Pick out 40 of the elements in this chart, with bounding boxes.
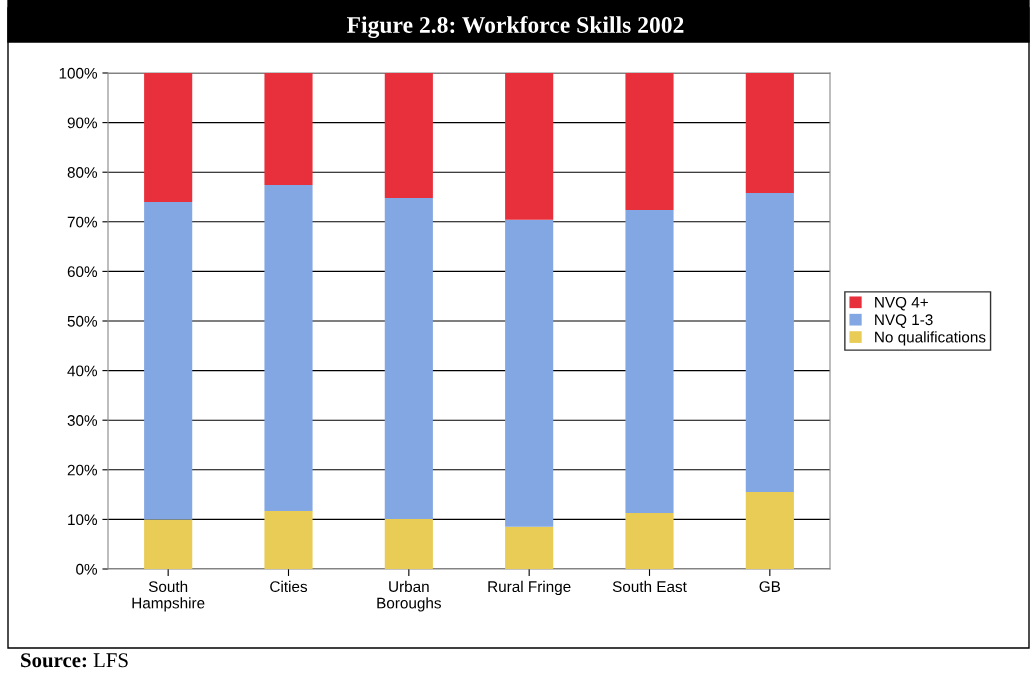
bar [264,185,313,511]
bar [505,219,554,527]
bar [625,209,674,513]
y-tick-label: 100% [59,67,98,79]
chart-title: Figure 2.8: Workforce Skills 2002 [346,16,684,38]
bar [144,201,193,520]
y-tick-label: 70% [67,216,98,228]
bar [625,512,674,569]
y-tick-label: 50% [67,315,98,327]
y-tick-label: 20% [67,464,98,476]
bar [505,73,554,220]
x-tick-label: South Hampshire [132,580,205,612]
bar [384,518,433,569]
legend-label: NVQ 1-3 [875,314,933,328]
legend-label: NVQ 4+ [875,296,928,311]
bar [264,510,313,569]
bar [625,73,674,210]
x-tick-label: Urban Boroughs [377,580,441,612]
y-tick-label: 40% [67,365,98,377]
bar [505,526,554,569]
bar [144,519,193,569]
y-tick-label: 10% [68,514,98,526]
bar [384,73,433,198]
y-tick-label: 0% [76,563,98,575]
y-tick-label: 30% [67,415,98,426]
y-tick-label: 80% [67,167,98,178]
bar [745,193,794,493]
x-tick-label: Rural Fringe [488,580,571,596]
bar [144,73,193,202]
source-note: Source: LFS [21,653,128,668]
y-tick-label: 60% [67,266,98,278]
legend-label: No qualifications [875,331,986,346]
y-tick-label: 90% [67,117,98,129]
x-tick-label: Cities [270,580,308,593]
bar [264,73,313,186]
bar [384,197,433,519]
x-tick-label: GB [759,581,781,593]
bar [745,73,794,194]
bar [745,492,794,569]
x-tick-label: South East [612,580,687,593]
